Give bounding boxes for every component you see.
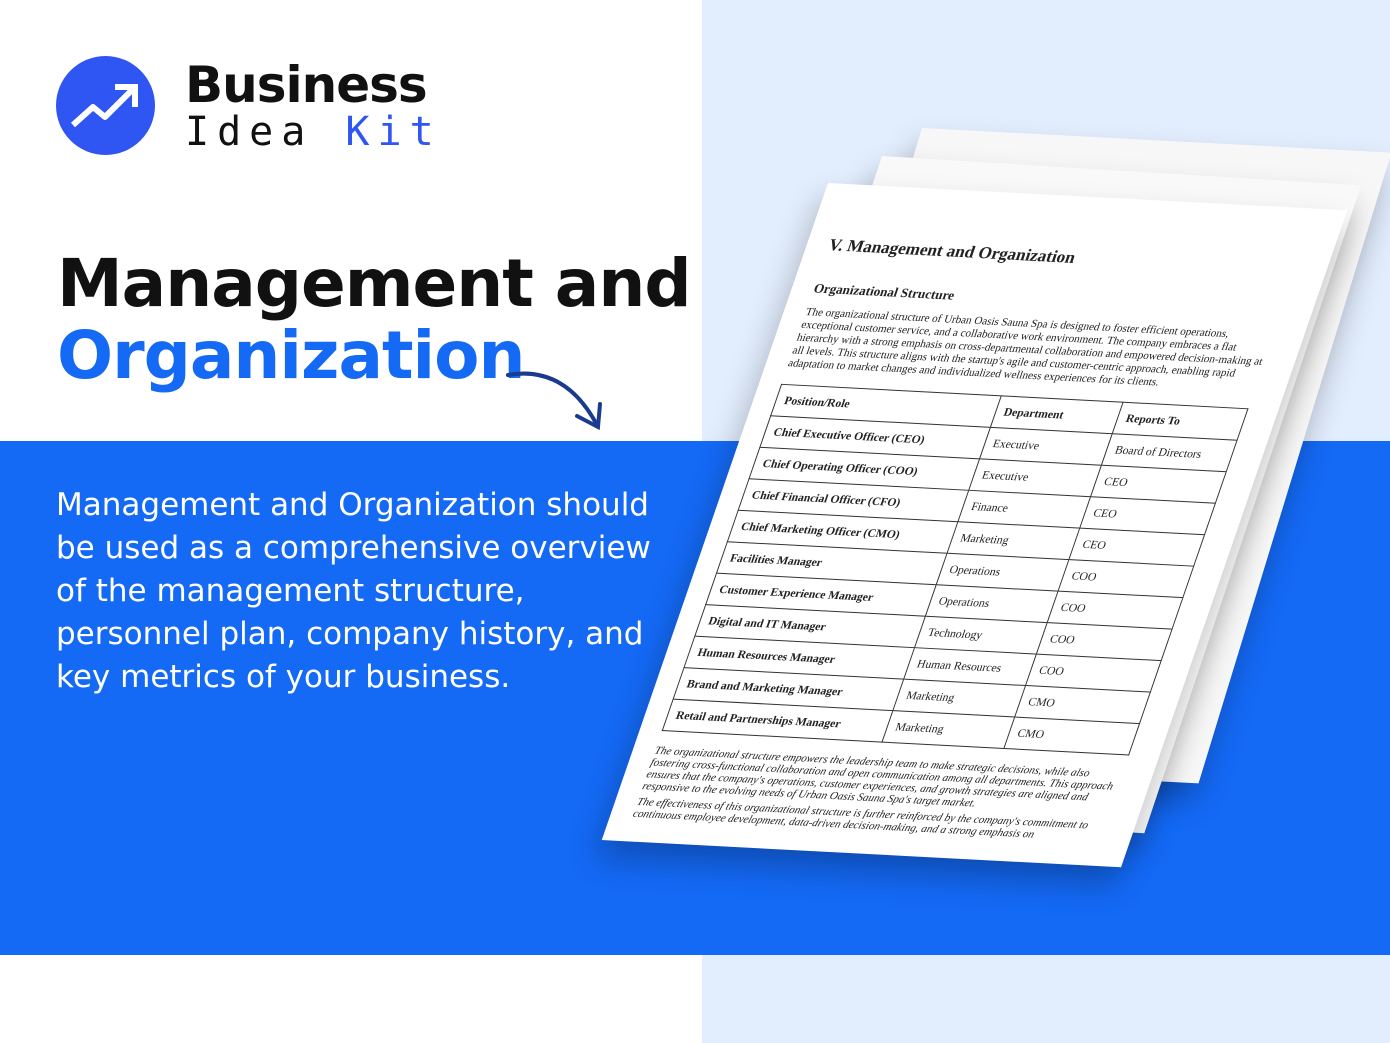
table-cell: Marketing — [881, 710, 1015, 749]
doc-footer: The organizational structure empowers th… — [631, 744, 1115, 841]
org-table: Position/Role Department Reports To Chie… — [662, 384, 1249, 756]
description: Management and Organization should be us… — [56, 487, 651, 695]
doc-heading: V. Management and Organization — [825, 235, 1079, 267]
curved-arrow-icon — [506, 371, 602, 431]
logo-line2: Idea Kit — [185, 108, 442, 155]
page-title: Management and Organization — [57, 245, 692, 394]
logo-line1: Business — [185, 55, 428, 114]
trend-up-icon — [56, 56, 155, 155]
doc-intro: The organizational structure of Urban Oa… — [786, 306, 1265, 389]
table-cell: CMO — [1003, 717, 1140, 756]
logo: Business Idea Kit — [56, 56, 442, 155]
